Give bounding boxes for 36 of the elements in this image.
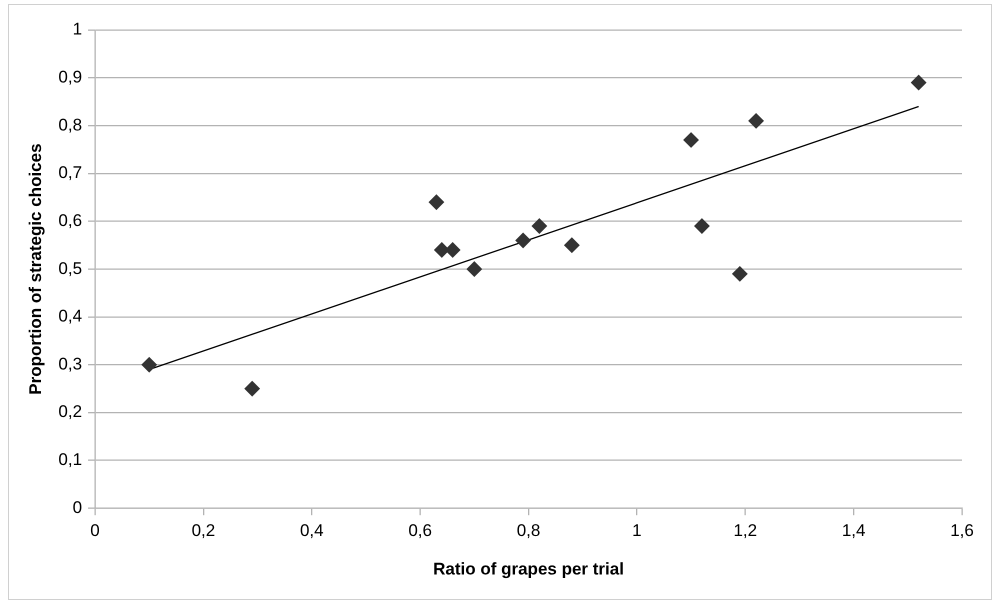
point: [683, 132, 699, 148]
y-axis-title: Proportion of strategic choices: [26, 143, 45, 395]
y-tick-label: 0,6: [58, 210, 82, 230]
y-tick-label: 0,1: [58, 450, 82, 470]
point: [445, 242, 460, 258]
point: [532, 218, 548, 234]
point: [515, 232, 531, 248]
y-tick-label: 0: [72, 498, 82, 517]
x-axis-title: Ratio of grapes per trial: [433, 559, 624, 578]
point: [732, 266, 748, 282]
x-tick-label: 0,8: [516, 521, 540, 540]
y-tick-label: 0,5: [58, 258, 82, 278]
y-tick-label: 0,7: [58, 163, 82, 182]
y-tick-label: 0,9: [58, 68, 82, 87]
point: [466, 261, 482, 277]
y-tick-label: 1: [72, 20, 82, 39]
y-tick-label: 0,8: [58, 115, 82, 134]
y-tick-label: 0,3: [58, 354, 82, 374]
x-tick-label: 0,6: [408, 521, 432, 540]
x-tick-label: 0,4: [300, 521, 324, 540]
x-tick-label: 1: [632, 521, 642, 540]
point: [434, 242, 450, 258]
x-tick-label: 0,2: [192, 521, 216, 540]
point: [428, 194, 444, 210]
x-tick-label: 1,4: [842, 521, 866, 540]
y-tick-label: 0,2: [58, 402, 82, 422]
x-tick-label: 1,6: [950, 521, 974, 540]
point: [694, 218, 710, 234]
x-tick-label: 0: [90, 521, 100, 540]
point: [142, 357, 157, 372]
point: [748, 113, 764, 129]
point: [244, 381, 260, 396]
point: [911, 74, 926, 90]
x-tick-label: 1,2: [733, 521, 758, 540]
point: [564, 238, 580, 253]
y-tick-label: 0,4: [58, 306, 82, 326]
